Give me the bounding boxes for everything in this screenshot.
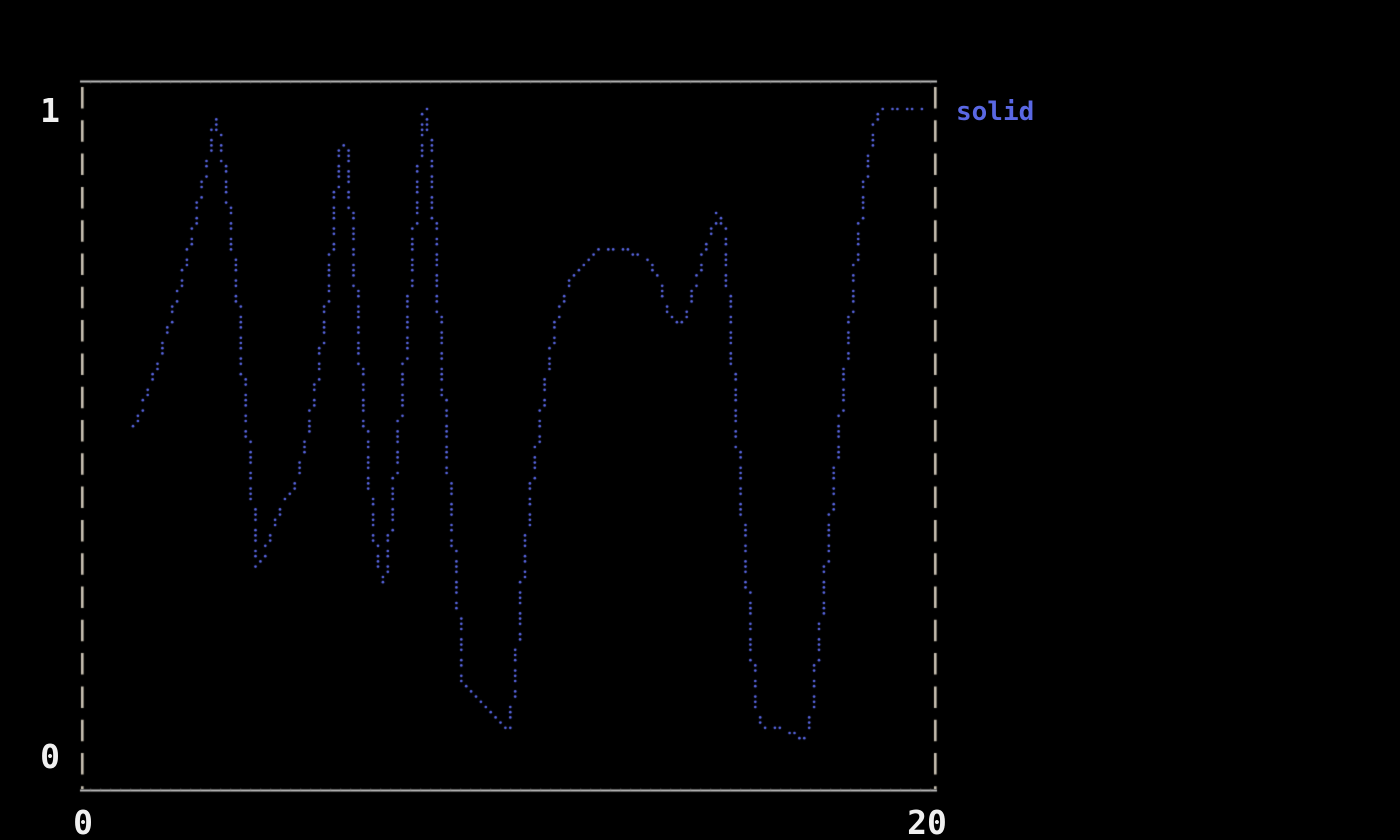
x-axis-tick-label-max: 20 <box>907 803 947 840</box>
y-axis-tick-label-min: 0 <box>40 737 60 776</box>
legend-series-label: solid <box>956 97 1035 127</box>
x-axis-tick-label-min: 0 <box>73 803 93 840</box>
y-axis-tick-label-max: 1 <box>40 91 60 130</box>
